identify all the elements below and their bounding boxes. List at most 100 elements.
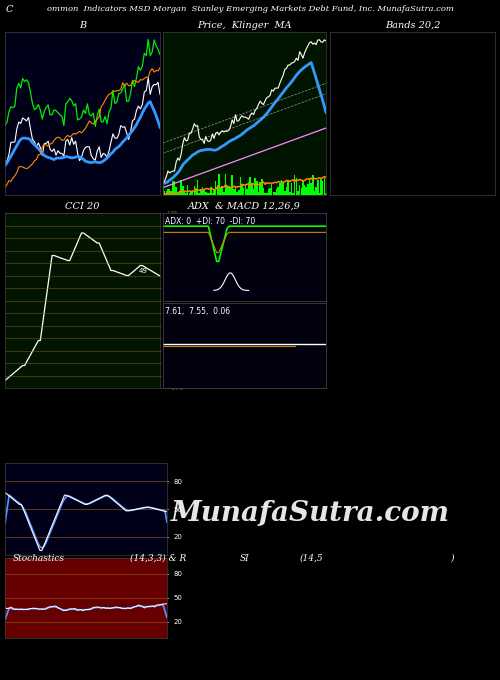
Bar (276, 189, 278, 195)
Bar (225, 174, 226, 195)
Bar (307, 184, 308, 195)
Text: ): ) (450, 554, 454, 563)
Bar (204, 190, 205, 195)
Bar (282, 182, 284, 195)
Bar (240, 177, 241, 195)
Bar (248, 182, 250, 195)
Bar (251, 183, 252, 195)
Bar (220, 186, 222, 195)
Bar (162, 186, 164, 195)
Bar (258, 192, 260, 195)
Text: ADX: 0  +DI: 70  -DI: 70: ADX: 0 +DI: 70 -DI: 70 (164, 216, 255, 226)
Bar (260, 182, 261, 195)
Bar (246, 189, 248, 195)
Bar (244, 186, 246, 195)
Bar (180, 180, 182, 195)
Bar (262, 188, 264, 195)
Bar (208, 192, 210, 195)
Bar (309, 177, 310, 195)
Bar (184, 192, 185, 195)
Bar (192, 190, 194, 195)
Bar (306, 188, 307, 195)
Text: (14,3,3) & R: (14,3,3) & R (130, 554, 186, 563)
Bar (216, 185, 218, 195)
Bar (317, 180, 318, 195)
Bar (316, 187, 317, 195)
Bar (212, 193, 213, 195)
Bar (233, 189, 234, 195)
Bar (182, 186, 184, 195)
Bar (169, 189, 170, 195)
Text: Bands 20,2: Bands 20,2 (385, 21, 440, 30)
Bar (300, 188, 302, 195)
Text: (14,5: (14,5 (300, 554, 324, 563)
Text: Stochastics: Stochastics (12, 554, 64, 563)
Bar (324, 178, 325, 195)
Bar (254, 178, 256, 195)
Text: B: B (79, 21, 86, 30)
Bar (278, 187, 279, 195)
Bar (232, 175, 233, 195)
Bar (297, 191, 299, 195)
Bar (190, 191, 192, 195)
Bar (200, 190, 202, 195)
Bar (170, 192, 172, 195)
Bar (222, 186, 223, 195)
Bar (289, 192, 290, 195)
Bar (266, 193, 268, 195)
Bar (294, 175, 296, 195)
Bar (264, 194, 266, 195)
Bar (261, 180, 262, 195)
Bar (202, 188, 203, 195)
Bar (188, 193, 190, 195)
Text: MunafaSutra.com: MunafaSutra.com (170, 500, 450, 527)
Bar (256, 182, 258, 195)
Bar (177, 192, 178, 195)
Bar (167, 189, 168, 195)
Bar (296, 178, 297, 195)
Bar (195, 189, 196, 195)
Text: CCI 20: CCI 20 (65, 202, 100, 211)
Bar (302, 182, 304, 195)
Bar (272, 192, 274, 195)
Bar (226, 186, 228, 195)
Bar (187, 184, 188, 195)
Bar (320, 179, 322, 195)
Bar (310, 183, 312, 195)
Bar (197, 180, 198, 195)
Bar (176, 187, 177, 195)
Bar (210, 186, 212, 195)
Bar (205, 192, 206, 195)
Bar (215, 181, 216, 195)
Bar (243, 188, 244, 195)
Text: ommon  Indicators MSD Morgan  Stanley Emerging Markets Debt Fund, Inc. MunafaSut: ommon Indicators MSD Morgan Stanley Emer… (46, 5, 454, 14)
Bar (284, 190, 286, 195)
Bar (322, 181, 324, 195)
Bar (325, 193, 327, 195)
Bar (279, 184, 280, 195)
Bar (290, 183, 292, 195)
Bar (194, 186, 195, 195)
Bar (186, 193, 187, 195)
Bar (268, 190, 269, 195)
Bar (318, 193, 320, 195)
Bar (206, 193, 208, 195)
Bar (269, 188, 271, 195)
Text: ADX  & MACD 12,26,9: ADX & MACD 12,26,9 (188, 202, 301, 211)
Bar (230, 188, 232, 195)
Bar (214, 189, 215, 195)
Text: C: C (6, 5, 14, 14)
Bar (242, 185, 243, 195)
Bar (198, 192, 200, 195)
Bar (172, 181, 174, 195)
Text: Price,  Klinger  MA: Price, Klinger MA (197, 21, 292, 30)
Bar (292, 193, 294, 195)
Bar (174, 181, 176, 195)
Bar (164, 191, 166, 195)
Text: SI: SI (240, 554, 250, 563)
Bar (274, 192, 276, 195)
Bar (236, 192, 238, 195)
Bar (228, 186, 230, 195)
Text: 49: 49 (138, 268, 147, 274)
Bar (166, 191, 167, 195)
